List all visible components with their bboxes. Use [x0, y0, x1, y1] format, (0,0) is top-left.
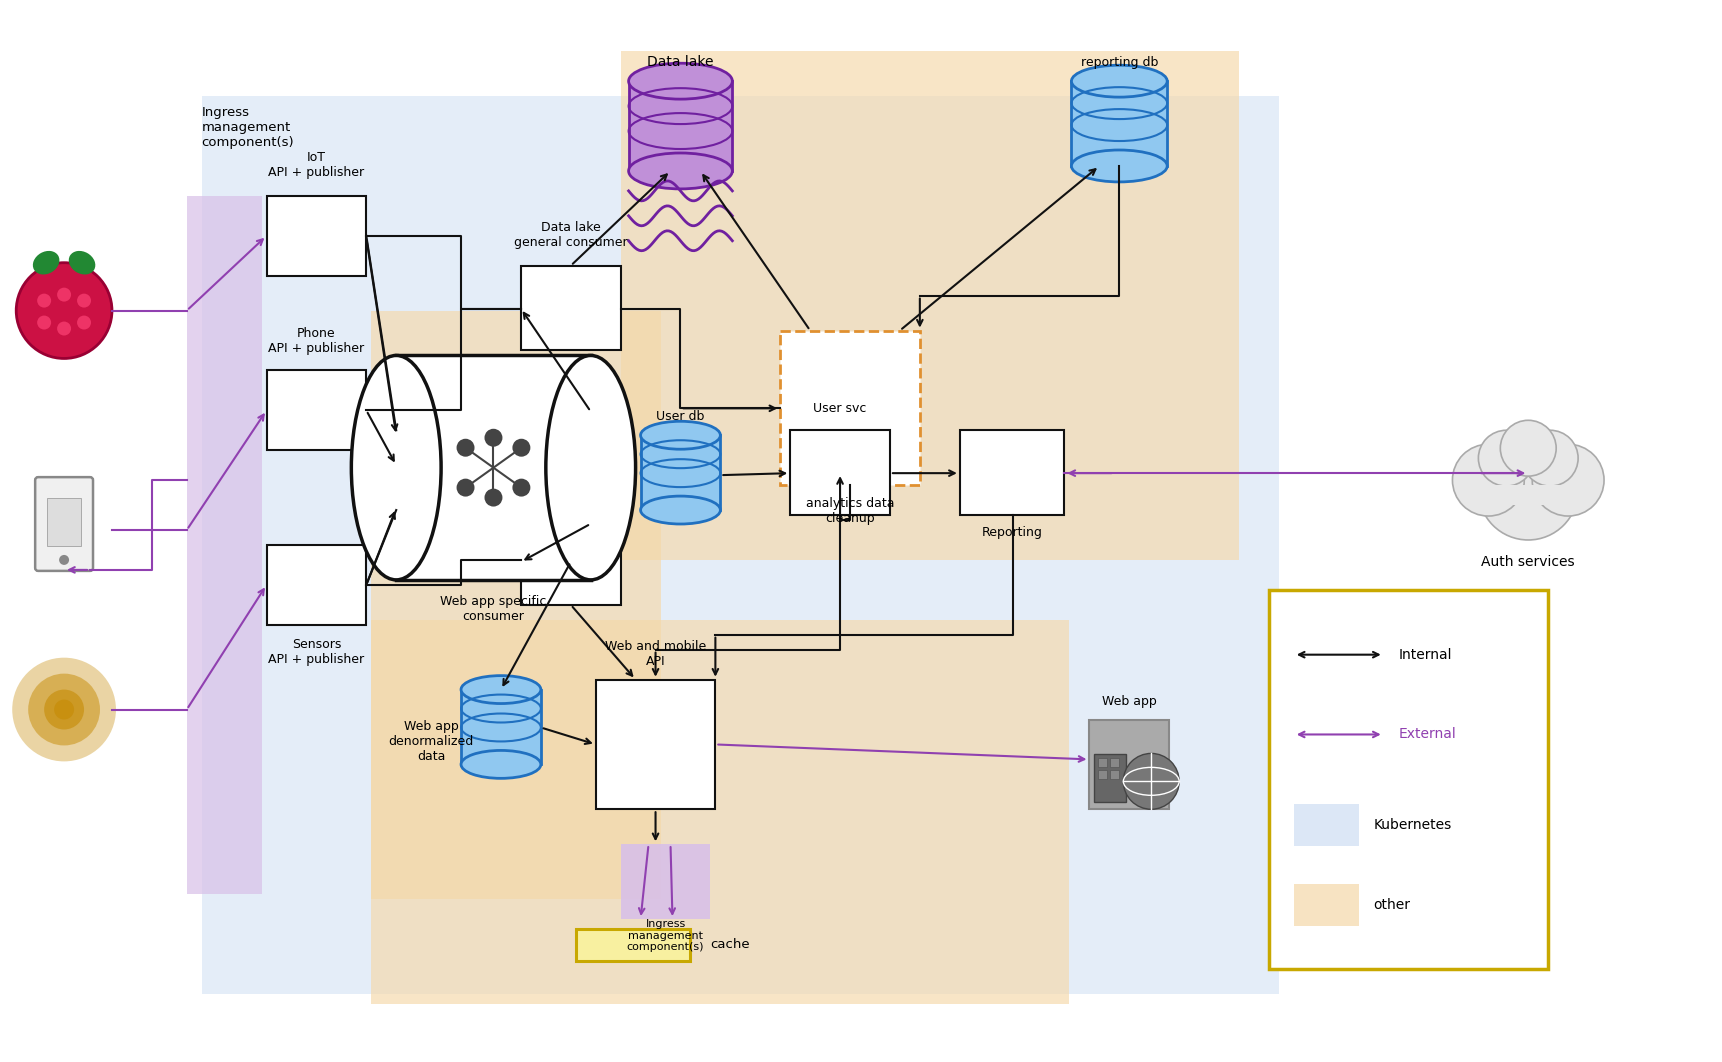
Text: Reporting: Reporting: [982, 526, 1044, 539]
Bar: [629, 81, 732, 171]
Bar: [780, 330, 920, 485]
Circle shape: [57, 322, 71, 336]
Ellipse shape: [33, 251, 60, 274]
Bar: [959, 430, 1064, 515]
Ellipse shape: [12, 657, 115, 761]
Bar: [620, 51, 1240, 560]
Bar: [201, 97, 1279, 994]
Text: Kubernetes: Kubernetes: [1374, 818, 1452, 833]
Circle shape: [1522, 430, 1577, 486]
Bar: [1293, 884, 1359, 926]
Text: Web app specific
consumer: Web app specific consumer: [441, 595, 546, 622]
Circle shape: [59, 555, 69, 565]
Ellipse shape: [69, 251, 95, 274]
Bar: [596, 680, 715, 809]
Ellipse shape: [629, 64, 732, 99]
Circle shape: [77, 315, 91, 329]
Text: Phone
API + publisher: Phone API + publisher: [269, 327, 365, 356]
Bar: [1099, 758, 1107, 768]
Circle shape: [38, 293, 52, 308]
Ellipse shape: [45, 689, 84, 730]
Bar: [620, 844, 711, 919]
Bar: [1269, 589, 1548, 969]
Text: Auth services: Auth services: [1481, 555, 1576, 569]
Bar: [790, 430, 890, 515]
Circle shape: [57, 288, 71, 302]
Text: Web app: Web app: [1102, 695, 1157, 707]
Circle shape: [1452, 444, 1524, 516]
Bar: [461, 689, 541, 765]
Ellipse shape: [546, 356, 635, 580]
Circle shape: [15, 262, 112, 359]
Circle shape: [1479, 441, 1577, 539]
Text: User svc: User svc: [813, 402, 866, 415]
Ellipse shape: [1071, 150, 1168, 182]
Text: Sensors
API + publisher: Sensors API + publisher: [269, 637, 365, 666]
Circle shape: [1533, 444, 1605, 516]
Bar: [372, 310, 661, 900]
Circle shape: [456, 439, 475, 457]
Bar: [1090, 720, 1169, 809]
Circle shape: [484, 429, 503, 447]
Bar: [1479, 485, 1577, 506]
Bar: [267, 195, 367, 276]
Circle shape: [513, 439, 530, 457]
Text: IoT
API + publisher: IoT API + publisher: [269, 151, 365, 178]
Bar: [372, 620, 1069, 1004]
Text: Web and mobile
API: Web and mobile API: [604, 639, 706, 668]
Bar: [575, 929, 691, 961]
Circle shape: [77, 293, 91, 308]
Text: Internal: Internal: [1398, 648, 1452, 662]
Ellipse shape: [461, 751, 541, 778]
FancyBboxPatch shape: [34, 477, 93, 571]
Circle shape: [456, 479, 475, 497]
Bar: [1111, 770, 1119, 780]
Circle shape: [513, 479, 530, 497]
Circle shape: [484, 489, 503, 507]
Bar: [520, 520, 620, 604]
Bar: [46, 498, 81, 546]
Bar: [520, 266, 620, 350]
Text: Ingress
management
component(s): Ingress management component(s): [627, 919, 704, 953]
Ellipse shape: [641, 496, 720, 524]
Bar: [1111, 758, 1119, 768]
Ellipse shape: [28, 673, 100, 746]
Bar: [1099, 770, 1107, 780]
Ellipse shape: [629, 153, 732, 189]
Text: External: External: [1398, 727, 1457, 741]
Ellipse shape: [351, 356, 441, 580]
Bar: [1071, 81, 1168, 166]
Text: cache: cache: [711, 939, 751, 952]
Bar: [396, 356, 591, 580]
Ellipse shape: [641, 422, 720, 449]
Bar: [1293, 804, 1359, 846]
Circle shape: [38, 315, 52, 329]
Text: Data lake: Data lake: [647, 55, 713, 69]
Bar: [186, 195, 262, 894]
Circle shape: [1123, 753, 1180, 809]
Text: analytics data
cleanup: analytics data cleanup: [806, 497, 894, 525]
Circle shape: [53, 700, 74, 720]
Bar: [641, 435, 720, 510]
Bar: [1095, 754, 1126, 802]
Ellipse shape: [1071, 65, 1168, 97]
Text: Ingress
management
component(s): Ingress management component(s): [201, 106, 294, 149]
Text: reporting db: reporting db: [1081, 56, 1157, 69]
Text: Data lake
general consumer: Data lake general consumer: [513, 221, 627, 249]
Text: other: other: [1374, 898, 1410, 912]
Bar: [267, 371, 367, 450]
Ellipse shape: [461, 675, 541, 703]
Bar: [620, 844, 711, 919]
Bar: [267, 545, 367, 624]
Circle shape: [1500, 421, 1557, 476]
Text: User db: User db: [656, 410, 704, 424]
Text: Web app
denormalized
data: Web app denormalized data: [389, 720, 474, 763]
Circle shape: [1479, 430, 1534, 486]
